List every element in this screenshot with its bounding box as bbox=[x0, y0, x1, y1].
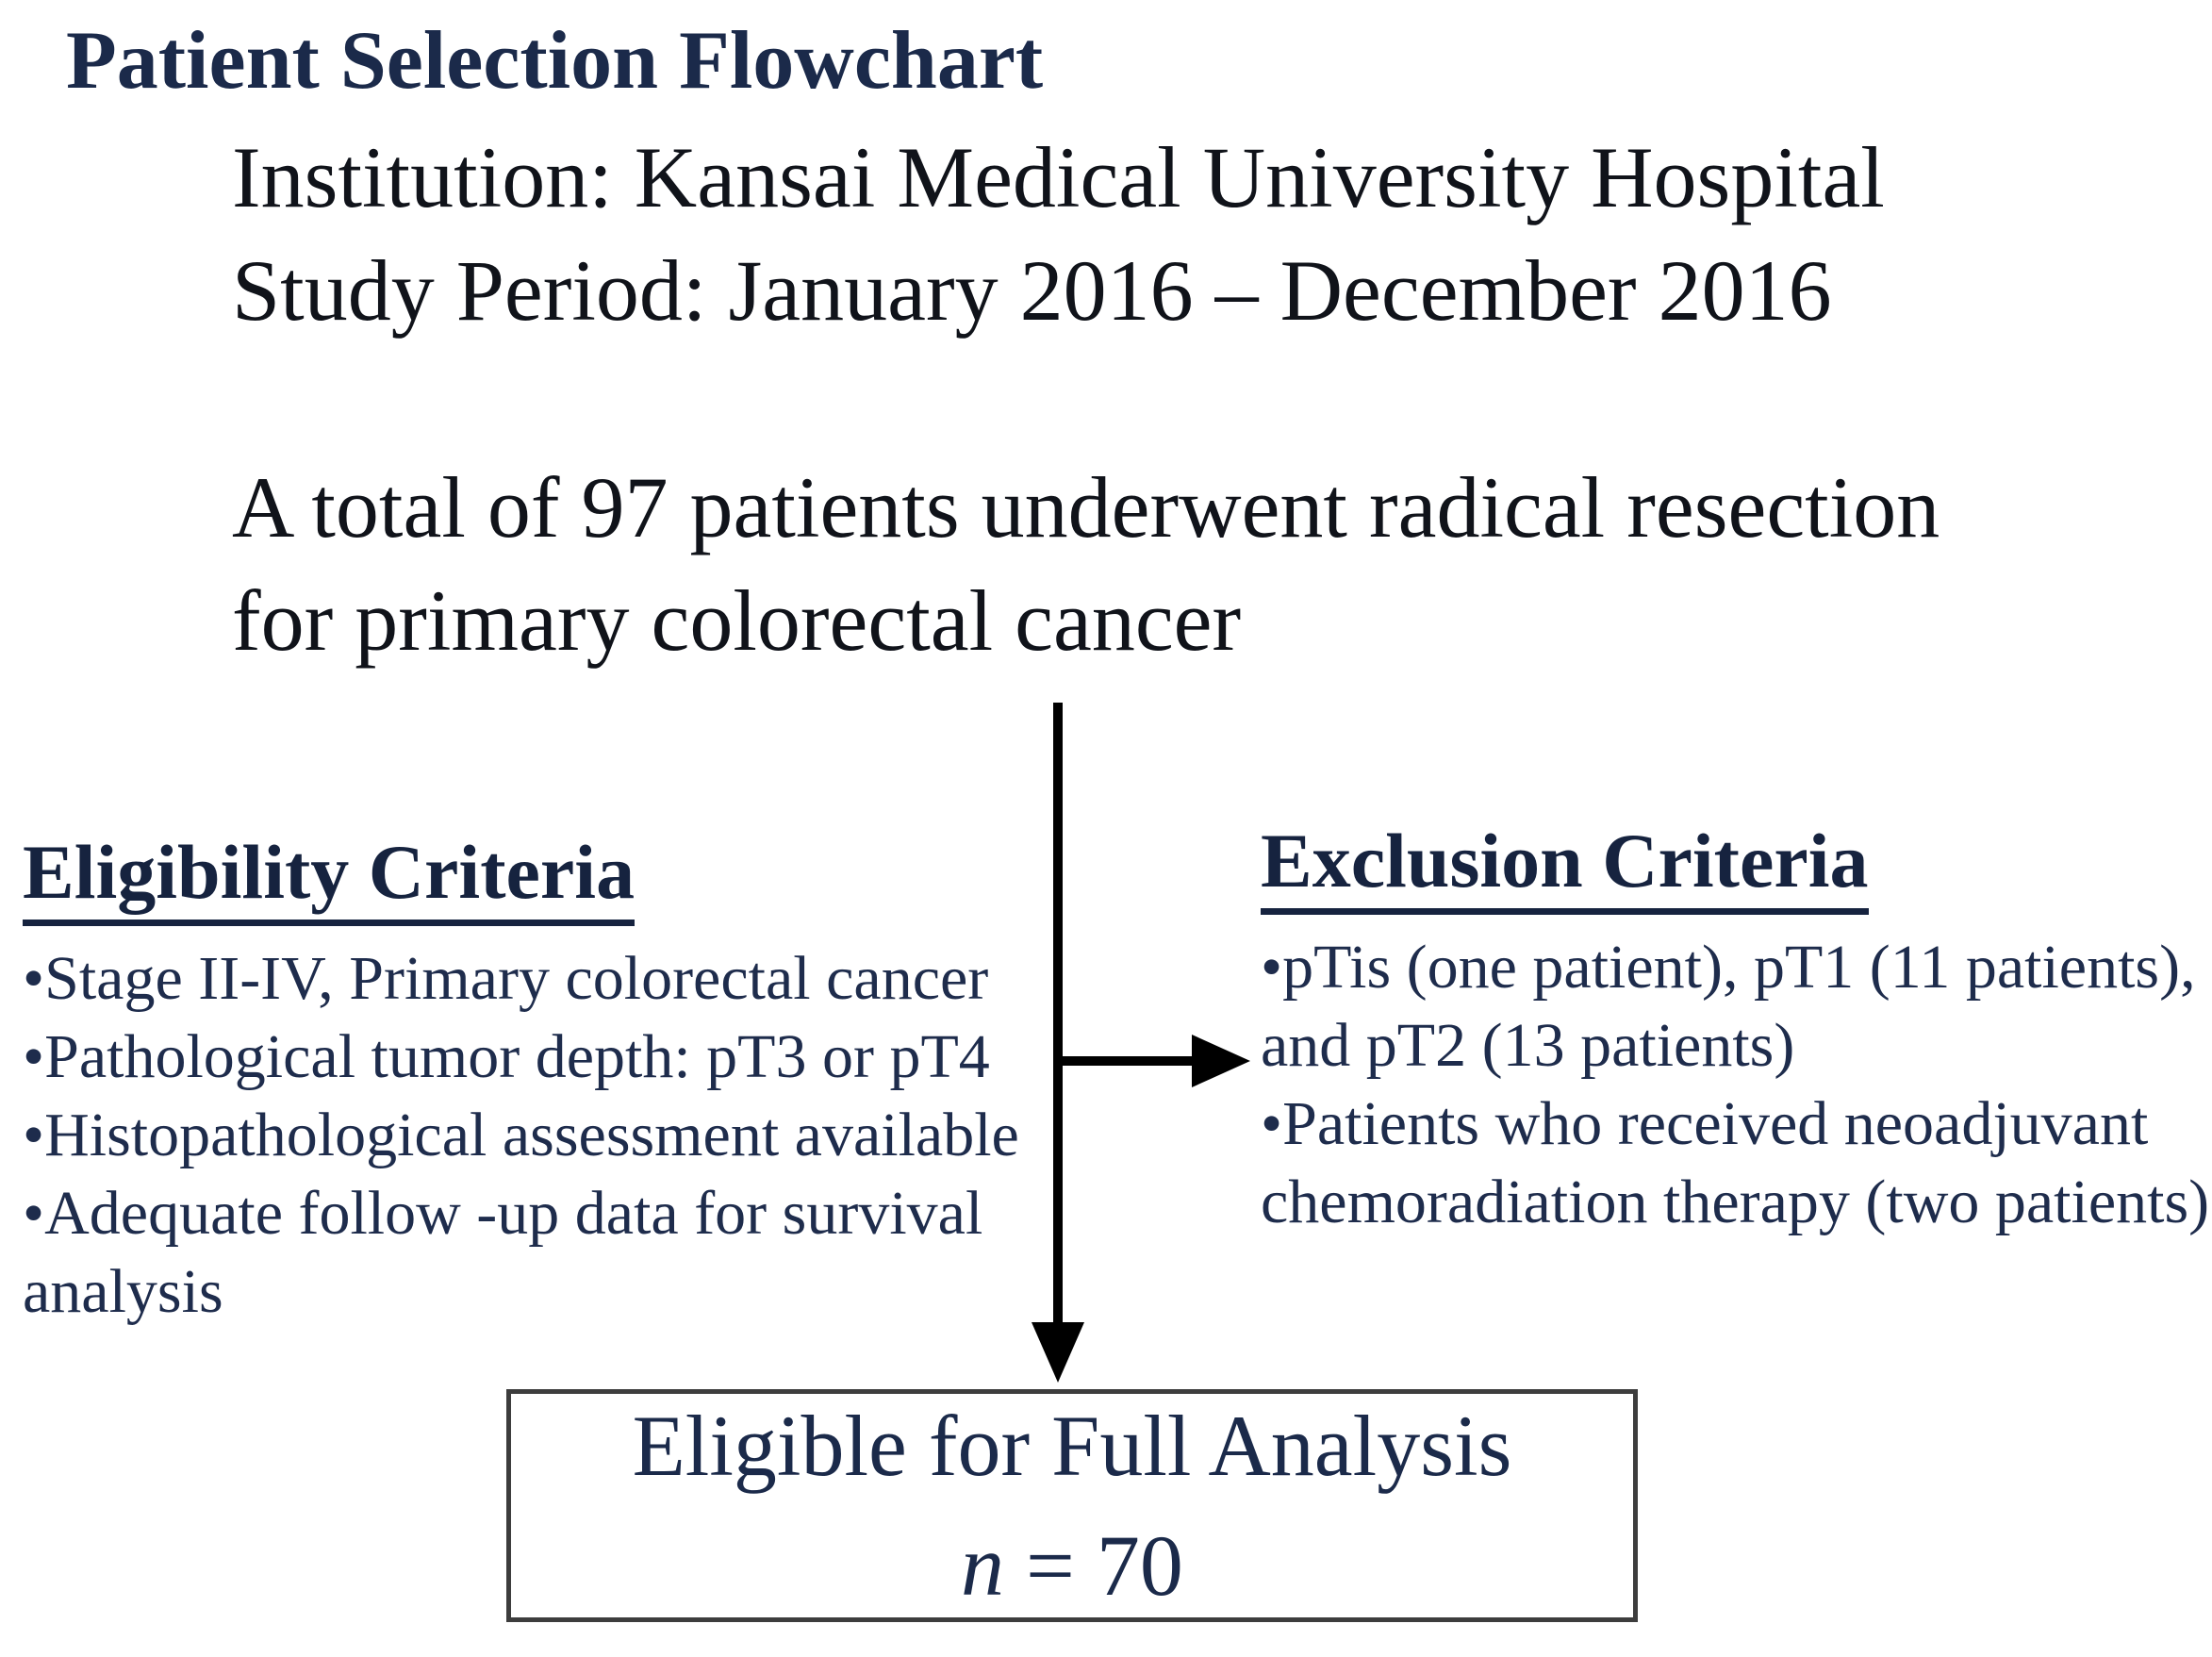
population-block: A total of 97 patients underwent radical… bbox=[232, 451, 1940, 677]
flow-arrow-right-shaft bbox=[1055, 1056, 1195, 1066]
institution-line: Institution: Kansai Medical University H… bbox=[232, 129, 1885, 225]
result-box-count: n = 70 bbox=[961, 1516, 1183, 1614]
exclusion-item: •Patients who received neoadjuvant bbox=[1261, 1089, 2149, 1158]
result-box-title: Eligible for Full Analysis bbox=[632, 1397, 1512, 1494]
page-title: Patient Selection Flowchart bbox=[66, 15, 1044, 107]
result-box: Eligible for Full Analysis n = 70 bbox=[506, 1389, 1638, 1622]
eligibility-item: •Histopathological assessment available bbox=[23, 1101, 1019, 1169]
flow-arrow-right-head-icon bbox=[1192, 1035, 1250, 1087]
eligibility-item: •Pathological tumor depth: pT3 or pT4 bbox=[23, 1022, 990, 1091]
population-line-2: for primary colorectal cancer bbox=[232, 572, 1242, 669]
n-symbol: n bbox=[961, 1516, 1005, 1614]
flow-arrow-down-shaft bbox=[1053, 703, 1063, 1325]
eligibility-item: •Stage II-IV, Primary colorectal cancer bbox=[23, 944, 989, 1013]
eligibility-item-continuation: analysis bbox=[23, 1257, 223, 1326]
study-period-line: Study Period: January 2016 – December 20… bbox=[232, 242, 1832, 339]
exclusion-criteria-block: Exclusion Criteria •pTis (one patient), … bbox=[1261, 822, 2209, 1241]
exclusion-item-continuation: chemoradiation therapy (two patients) bbox=[1261, 1168, 2210, 1236]
eligibility-item: •Adequate follow -up data for survival bbox=[23, 1179, 983, 1248]
exclusion-item-continuation: and pT2 (13 patients) bbox=[1261, 1011, 1795, 1080]
eligibility-criteria-heading: Eligibility Criteria bbox=[23, 834, 636, 926]
flow-arrow-down-head-icon bbox=[1032, 1322, 1084, 1383]
exclusion-item: •pTis (one patient), pT1 (11 patients), bbox=[1261, 933, 2196, 1002]
eligibility-criteria-block: Eligibility Criteria •Stage II-IV, Prima… bbox=[23, 834, 1019, 1331]
exclusion-criteria-heading: Exclusion Criteria bbox=[1261, 822, 1869, 915]
n-value: = 70 bbox=[1004, 1516, 1183, 1614]
study-info-block: Institution: Kansai Medical University H… bbox=[232, 121, 1885, 347]
population-line-1: A total of 97 patients underwent radical… bbox=[232, 459, 1940, 555]
